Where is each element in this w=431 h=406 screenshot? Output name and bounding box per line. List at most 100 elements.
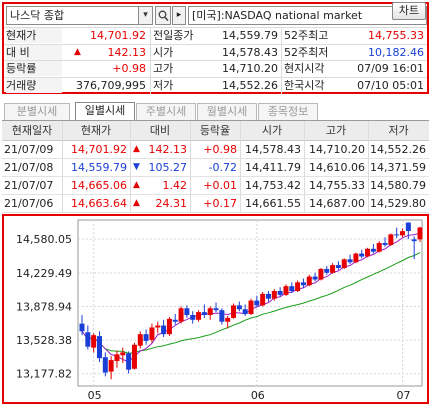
candle-body <box>370 248 376 252</box>
table-row[interactable]: 21/07/06 14,663.64 24.31 ▲ +0.17 14,661.55 14,… <box>2 195 429 213</box>
candle-body <box>166 318 172 335</box>
tab-0[interactable]: 분별시세 <box>4 103 70 120</box>
y-tick-label: 13,177.82 <box>16 368 72 381</box>
info-value: 14,710.20 <box>222 62 278 75</box>
candle-body <box>126 353 132 370</box>
table-cell-diff: 105.27 <box>148 161 188 174</box>
chart-button[interactable]: 차트 <box>392 2 426 20</box>
info-label: 고가 <box>153 62 174 75</box>
candle-body <box>295 282 301 292</box>
candle-body <box>260 293 266 306</box>
candle-body <box>394 234 400 236</box>
table-cell-diff: 24.31 <box>155 197 188 210</box>
column-divider <box>368 121 369 213</box>
x-tick-label: 05 <box>88 389 102 402</box>
quote-summary-panel: 나스닥 종합 ▾ ▸ [미국]:NASDAQ national market 현… <box>2 2 429 94</box>
table-cell-date: 21/07/06 <box>4 197 54 210</box>
quote-info-grid: 현재가 14,701.92 전일종가 14,559.79 52주최고 14,755.33 대… <box>4 27 427 94</box>
candle-body <box>388 234 394 245</box>
info-label: 대 비 <box>6 44 62 60</box>
candle-body <box>283 286 289 295</box>
column-divider <box>190 121 191 213</box>
candle-body <box>225 317 231 322</box>
table-cell-high: 14,755.33 <box>309 179 365 192</box>
info-label: 전일종가 <box>153 29 194 42</box>
candle-body <box>265 293 271 299</box>
candle-body <box>108 360 114 372</box>
candle-body <box>131 344 137 369</box>
table-cell-open: 14,578.43 <box>245 143 301 156</box>
candle-body <box>219 310 225 322</box>
candle-body <box>312 276 318 280</box>
next-symbol-button[interactable]: ▸ <box>172 6 186 25</box>
table-cell-low: 14,371.59 <box>370 161 426 174</box>
table-cell-open: 14,753.42 <box>245 179 301 192</box>
symbol-input[interactable]: 나스닥 종합 <box>6 6 139 25</box>
column-header: 현재일자 <box>11 124 53 137</box>
info-label: 한국시각 <box>284 78 325 92</box>
x-tick-label: 06 <box>251 389 265 402</box>
info-label: 현지시각 <box>284 62 325 75</box>
info-label: 등락률 <box>6 61 62 76</box>
tab-1[interactable]: 일별시세 <box>75 102 135 120</box>
table-cell-open: 14,661.55 <box>245 197 301 210</box>
info-label: 시가 <box>153 45 174 59</box>
table-cell-high: 14,610.06 <box>309 161 365 174</box>
candlestick-chart: 14,580.05 14,229.49 13,878.94 13,528.38 13,1… <box>2 214 429 404</box>
table-cell-low: 14,552.26 <box>370 143 426 156</box>
tab-4[interactable]: 종목정보 <box>258 103 318 120</box>
table-cell-date: 21/07/08 <box>4 161 54 174</box>
candle-body <box>137 334 143 346</box>
candle-body <box>405 222 411 232</box>
column-header: 등락율 <box>199 124 231 137</box>
candle-body <box>289 286 295 292</box>
table-cell-price: 14,665.06 <box>71 179 127 192</box>
candle-body <box>254 300 260 306</box>
info-value: 14,552.26 <box>222 78 278 92</box>
candle-body <box>114 354 120 362</box>
candle-body <box>96 336 102 359</box>
moving-average-long-line <box>81 252 421 354</box>
table-cell-date: 21/07/07 <box>4 179 54 192</box>
candle-body <box>324 268 330 273</box>
info-value: 14,559.79 <box>222 29 278 42</box>
table-header: 현재일자 현재가 대비 등락율 시가 고가 저가 <box>2 121 429 141</box>
info-label: 52주최고 <box>284 29 329 42</box>
column-divider <box>130 121 131 213</box>
info-value: 376,709,995 <box>76 78 146 92</box>
column-header: 대비 <box>149 124 171 137</box>
candle-body <box>341 259 347 268</box>
table-cell-open: 14,411.79 <box>245 161 301 174</box>
info-row: 거래량 376,709,995 저가 14,552.26 한국시각 07/10 05:01 <box>4 76 427 93</box>
symbol-dropdown-button[interactable]: ▾ <box>139 6 153 25</box>
candle-body <box>196 312 202 320</box>
table-row[interactable]: 21/07/07 14,665.06 1.42 ▲ +0.01 14,753.42 14,7… <box>2 177 429 195</box>
column-divider <box>62 121 63 213</box>
y-tick-label: 14,580.05 <box>16 233 72 246</box>
candle-body <box>335 265 341 268</box>
candle-body <box>102 357 108 373</box>
chart-canvas: 14,580.05 14,229.49 13,878.94 13,528.38 13,1… <box>16 219 423 402</box>
candle-body <box>79 323 85 332</box>
tab-3[interactable]: 월별시세 <box>197 103 257 120</box>
candle-body <box>91 335 97 348</box>
up-arrow-icon: ▲ <box>133 198 140 208</box>
table-row[interactable]: 21/07/09 14,701.92 142.13 ▲ +0.98 14,578.43 14… <box>2 141 429 159</box>
column-header: 시가 <box>261 124 283 137</box>
candle-body <box>271 291 277 299</box>
tab-2[interactable]: 주별시세 <box>136 103 196 120</box>
column-header: 저가 <box>388 124 409 137</box>
candle-body <box>382 243 388 245</box>
table-row[interactable]: 21/07/08 14,559.79 105.27 ▼ -0.72 14,411.79 14… <box>2 159 429 177</box>
table-cell-high: 14,687.00 <box>309 197 365 210</box>
column-header: 현재가 <box>80 124 112 137</box>
candle-body <box>411 239 417 242</box>
info-label: 거래량 <box>6 77 62 93</box>
info-value: 14,755.33 <box>368 29 424 42</box>
info-value: +0.98 <box>112 62 146 75</box>
candle-body <box>161 325 167 335</box>
table-cell-rate: +0.98 <box>203 143 237 156</box>
search-button[interactable] <box>155 6 171 25</box>
info-value: 14,578.43 <box>222 45 278 59</box>
info-row: 등락률 +0.98 고가 14,710.20 현지시각 07/09 16:01 <box>4 60 427 76</box>
